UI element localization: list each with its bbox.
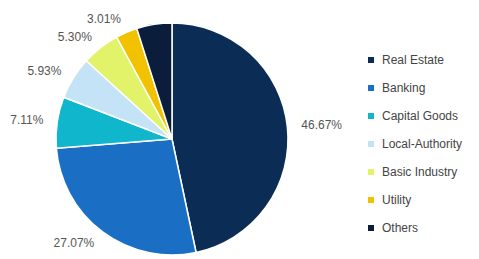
html-text:Local-Authority: Local-Authority	[382, 137, 462, 151]
html-text:Basic Industry: Basic Industry	[382, 165, 458, 179]
svg-text:3.01%: 3.01%	[87, 12, 121, 26]
svg-text:5.93%: 5.93%	[27, 64, 61, 78]
html-text:Others: Others	[382, 221, 418, 235]
html-text:Banking: Banking	[382, 81, 426, 95]
svg-text:46.67%: 46.67%	[301, 118, 342, 132]
html-text:Real Estate: Real Estate	[382, 53, 444, 67]
html-text:Utility: Utility	[382, 193, 412, 207]
svg-text:5.30%: 5.30%	[58, 30, 92, 44]
html-text:Capital Goods: Capital Goods	[382, 109, 458, 123]
svg-text:7.11%: 7.11%	[10, 113, 43, 127]
svg-text:27.07%: 27.07%	[54, 236, 95, 250]
